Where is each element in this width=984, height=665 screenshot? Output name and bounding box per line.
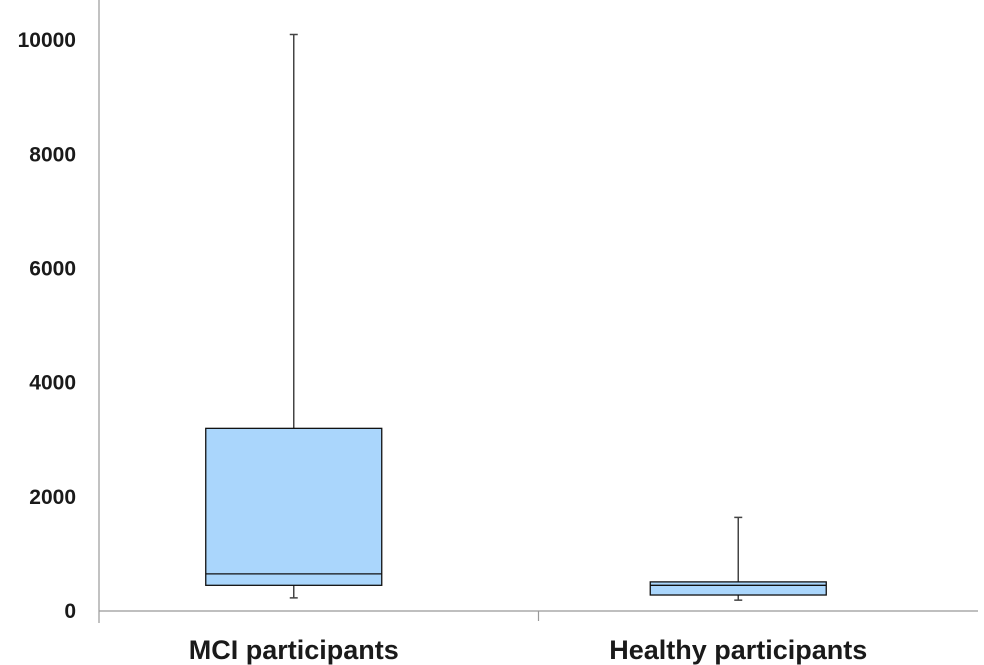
iqr-box	[649, 581, 827, 596]
box-mci	[205, 33, 383, 599]
y-tick-label: 8000	[29, 143, 76, 166]
y-tick-label: 2000	[29, 486, 76, 509]
y-axis-ticks: 0 2000 4000 6000 8000 10000	[18, 29, 76, 623]
box-healthy	[649, 516, 827, 601]
y-tick-label: 6000	[29, 258, 76, 281]
boxes	[205, 33, 827, 601]
iqr-box	[205, 427, 383, 586]
axes	[98, 0, 978, 623]
category-labels: MCI participants Healthy participants	[189, 635, 868, 665]
y-tick-label: 4000	[29, 372, 76, 395]
y-tick-label: 10000	[18, 29, 76, 52]
x-category-label: Healthy participants	[609, 635, 867, 665]
x-category-label: MCI participants	[189, 635, 399, 665]
y-tick-label: 0	[64, 600, 76, 623]
